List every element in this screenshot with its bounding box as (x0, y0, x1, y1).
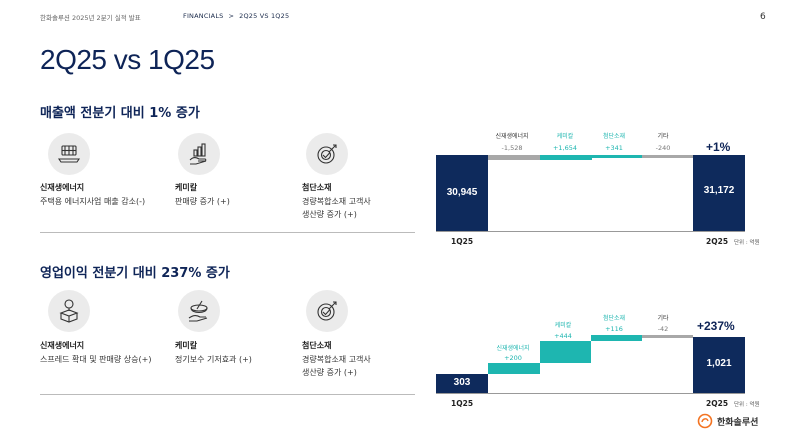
op-start-bar (436, 374, 488, 393)
op-end-value: 1,021 (706, 358, 732, 369)
op-start-label: 1Q25 (451, 399, 474, 408)
op-item-desc: 스프레드 확대 및 판매량 상승(+) (40, 355, 152, 364)
op-item-title: 첨단소재 (302, 341, 332, 350)
op-unit-label: 단위 : 억원 (734, 402, 760, 408)
op-item-title: 케미칼 (175, 341, 198, 350)
sales-step-value: +341 (605, 144, 623, 152)
solar-panel-icon (48, 133, 90, 175)
sales-step-name: 케미칼 (556, 133, 574, 140)
op-step-name: 신재생에너지 (496, 345, 530, 352)
sales-step-name: 신재생에너지 (495, 133, 529, 140)
sales-end-bar (693, 155, 745, 231)
op-item-desc: 경량복합소재 고객사 생산량 증가 (+) (302, 353, 371, 379)
op-start-value: 303 (453, 377, 471, 388)
globe-box-icon (48, 290, 90, 332)
sales-item-desc: 경량복합소재 고객사 생산량 증가 (+) (302, 195, 371, 221)
page-title: 2Q25 vs 1Q25 (40, 44, 215, 75)
sales-item-desc-line: 생산량 증가 (+) (302, 210, 357, 219)
breadcrumb-page: 2Q25 VS 1Q25 (239, 12, 290, 20)
page-number: 6 (760, 12, 766, 22)
op-step-bar (591, 335, 642, 341)
op-step-value: +200 (504, 354, 522, 362)
sales-item-title: 신재생에너지 (40, 183, 85, 192)
target-arrow-icon (306, 290, 348, 332)
sales-start-value: 30,945 (446, 187, 478, 198)
op-item-title: 신재생에너지 (40, 341, 85, 350)
sales-item-title: 케미칼 (175, 183, 198, 192)
breadcrumb: FINANCIALS >2Q25 VS 1Q25 (183, 12, 289, 20)
sales-step-bar (540, 155, 592, 160)
sales-step-bar (488, 155, 540, 160)
op-step-name: 케미칼 (554, 322, 572, 329)
chart-baseline (436, 393, 745, 394)
logo-text: 한화솔루션 (717, 417, 759, 428)
op-item-desc-line: 생산량 증가 (+) (302, 368, 357, 377)
company-logo: 한화솔루션 (697, 413, 758, 429)
sales-step-bar (642, 155, 693, 158)
op-step-bar (540, 341, 591, 363)
op-step-bar (488, 363, 540, 374)
sales-item-title: 첨단소재 (302, 183, 332, 192)
hand-chart-icon (178, 133, 220, 175)
sales-change-percent: +1% (706, 140, 731, 154)
sales-step-value: +1,654 (552, 144, 578, 152)
op-change-percent: +237% (697, 319, 735, 333)
chart-baseline (436, 231, 745, 232)
sales-step-name: 첨단소재 (602, 133, 626, 140)
sales-item-desc-line: 경량복합소재 고객사 (302, 197, 371, 206)
sales-unit-label: 단위 : 억원 (734, 240, 760, 246)
sales-step-value: -1,528 (501, 144, 523, 152)
op-step-value: -42 (657, 325, 669, 333)
op-heading: 영업이익 전분기 대비 237% 증가 (40, 266, 230, 281)
op-step-value: +444 (554, 332, 572, 340)
breadcrumb-separator: > (228, 12, 235, 20)
sales-start-label: 1Q25 (451, 237, 474, 246)
op-step-value: +116 (605, 325, 623, 333)
section-divider (40, 394, 415, 395)
target-arrow-icon (306, 133, 348, 175)
hand-bowl-icon (178, 290, 220, 332)
op-item-desc: 정기보수 기저효과 (+) (175, 355, 252, 364)
op-step-bar (642, 335, 693, 338)
op-end-bar (693, 337, 745, 393)
breadcrumb-section[interactable]: FINANCIALS (183, 12, 224, 20)
sales-start-bar (436, 155, 488, 231)
sales-end-value: 31,172 (703, 185, 735, 196)
op-step-name: 기타 (657, 315, 669, 322)
sales-step-name: 기타 (657, 133, 669, 140)
sales-end-label: 2Q25 (706, 237, 729, 246)
section-divider (40, 232, 415, 233)
sales-step-value: -240 (655, 144, 671, 152)
op-item-desc-line: 경량복합소재 고객사 (302, 355, 371, 364)
document-title: 한화솔루션 2025년 2분기 실적 발표 (40, 14, 141, 22)
sales-heading: 매출액 전분기 대비 1% 증가 (40, 106, 200, 121)
sales-step-bar (592, 155, 642, 158)
op-step-name: 첨단소재 (602, 315, 626, 322)
sales-item-desc: 판매량 증가 (+) (175, 197, 230, 206)
logo-mark-icon (697, 413, 713, 429)
sales-item-desc: 주택용 에너지사업 매출 감소(-) (40, 197, 146, 206)
op-end-label: 2Q25 (706, 399, 729, 408)
